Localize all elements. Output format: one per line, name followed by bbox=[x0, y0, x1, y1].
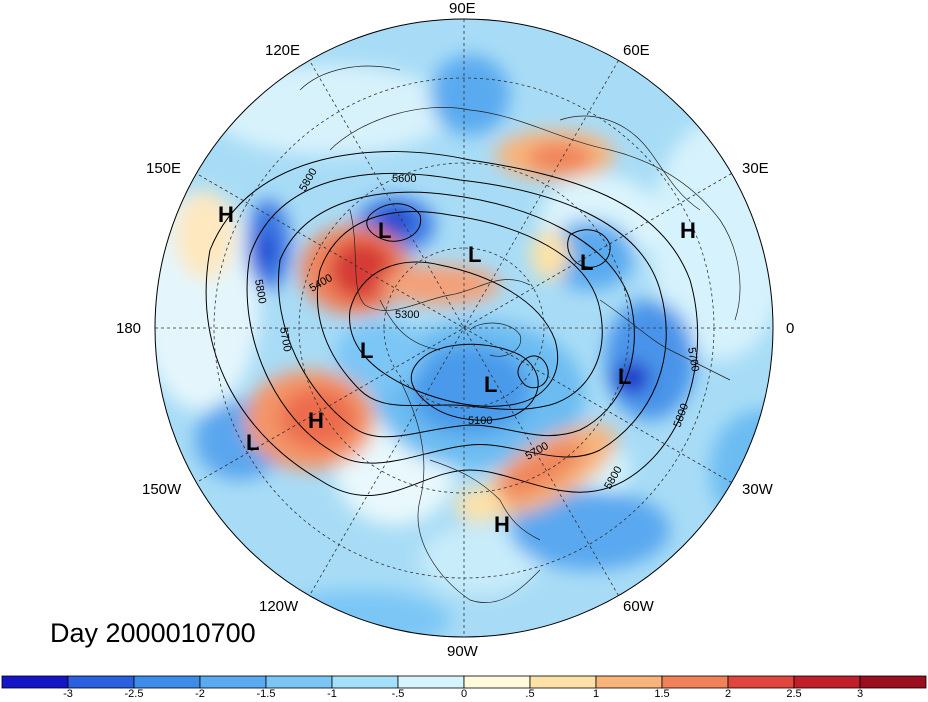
colorbar bbox=[1, 675, 927, 689]
low-center-marker: L bbox=[378, 218, 391, 243]
high-center-marker: H bbox=[494, 512, 510, 537]
graticule bbox=[155, 19, 773, 637]
colorbar-tick-label: -3 bbox=[63, 688, 73, 700]
colorbar-swatch bbox=[1, 675, 69, 689]
longitude-label-150w: 150W bbox=[142, 481, 182, 498]
longitude-label-30e: 30E bbox=[742, 160, 769, 177]
colorbar-swatch bbox=[859, 675, 927, 689]
coastlines bbox=[299, 65, 741, 603]
colorbar-tick-label: 1.5 bbox=[654, 688, 670, 700]
colorbar-tick-label: -.5 bbox=[391, 688, 405, 700]
longitude-label-120e: 120E bbox=[265, 42, 301, 59]
contour-label: 5800 bbox=[252, 278, 268, 304]
colorbar-swatch bbox=[463, 675, 531, 689]
low-center-marker: L bbox=[580, 250, 593, 275]
colorbar-tick-label: 3 bbox=[856, 688, 864, 700]
colorbar-swatch bbox=[595, 675, 663, 689]
colorbar-swatch bbox=[133, 675, 201, 689]
high-center-marker: H bbox=[308, 408, 324, 433]
plot-title: Day 2000010700 bbox=[50, 618, 256, 648]
colorbar-tick-label: -1.5 bbox=[256, 688, 276, 700]
contour-label: 5300 bbox=[395, 309, 419, 321]
high-center-marker: H bbox=[218, 202, 234, 227]
contour-label: 5700 bbox=[685, 346, 701, 372]
high-center-marker: H bbox=[680, 218, 696, 243]
low-center-marker: L bbox=[468, 242, 481, 267]
longitude-label-60e: 60E bbox=[623, 42, 650, 59]
longitude-label-180: 180 bbox=[116, 320, 142, 337]
colorbar-swatch bbox=[199, 675, 267, 689]
contour-label: 5100 bbox=[468, 415, 492, 427]
colorbar-swatch bbox=[67, 675, 135, 689]
colorbar-tick-label: -2.5 bbox=[124, 688, 144, 700]
longitude-label-150e: 150E bbox=[146, 160, 182, 177]
colorbar-tick-label: 0 bbox=[460, 688, 468, 700]
contour-label: 5700 bbox=[277, 326, 293, 352]
longitude-label-0: 0 bbox=[786, 320, 795, 337]
pressure-centers: H L L L H L L L H L H bbox=[218, 202, 696, 537]
anomaly-shading bbox=[155, 19, 773, 637]
contour-label: 5600 bbox=[392, 173, 416, 185]
colorbar-swatch bbox=[793, 675, 861, 689]
colorbar-tick-label: 1 bbox=[592, 688, 600, 700]
colorbar-swatch bbox=[331, 675, 399, 689]
longitude-label-90w: 90W bbox=[447, 643, 478, 660]
low-center-marker: L bbox=[484, 372, 497, 397]
colorbar-tick-label: 2 bbox=[724, 688, 732, 700]
longitude-label-60w: 60W bbox=[623, 598, 654, 615]
low-center-marker: L bbox=[360, 338, 373, 363]
height-contours bbox=[205, 151, 699, 497]
colorbar-swatch bbox=[727, 675, 795, 689]
colorbar-swatch bbox=[661, 675, 729, 689]
low-center-marker: L bbox=[246, 430, 259, 455]
colorbar-swatch bbox=[397, 675, 465, 689]
longitude-label-90e: 90E bbox=[449, 0, 476, 17]
longitude-label-120w: 120W bbox=[259, 598, 299, 615]
map-boundary bbox=[154, 18, 774, 638]
colorbar-tick-label: 2.5 bbox=[786, 688, 802, 700]
colorbar-swatch bbox=[529, 675, 597, 689]
colorbar-tick-label: .5 bbox=[525, 688, 535, 700]
longitude-label-30w: 30W bbox=[742, 481, 773, 498]
low-center-marker: L bbox=[618, 364, 631, 389]
colorbar-swatch bbox=[265, 675, 333, 689]
colorbar-tick-label: -2 bbox=[195, 688, 205, 700]
colorbar-tick-label: -1 bbox=[327, 688, 337, 700]
